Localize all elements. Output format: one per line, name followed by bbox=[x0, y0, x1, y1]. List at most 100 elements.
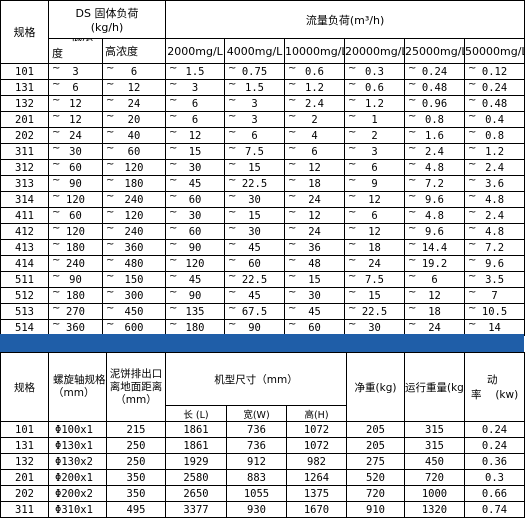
value-text: 150 bbox=[124, 273, 144, 286]
value-text: 15 bbox=[308, 273, 321, 286]
value-cell: ~3.6 bbox=[464, 175, 525, 192]
value-cell: ~0.96 bbox=[404, 95, 466, 112]
value-text: 0.3 bbox=[365, 65, 384, 78]
value-text: 360 bbox=[124, 241, 144, 254]
tilde-mark: ~ bbox=[106, 95, 115, 106]
table-row: 313 ~90 ~180 ~45 ~22.5 ~18 ~9 ~7.2 ~3.6 bbox=[0, 175, 525, 192]
tilde-mark: ~ bbox=[228, 319, 237, 330]
screw-cell: Φ130x2 bbox=[48, 453, 107, 470]
value-cell: ~30 bbox=[165, 159, 226, 176]
value-cell: ~0.8 bbox=[464, 127, 525, 144]
value-cell: ~2.4 bbox=[404, 143, 466, 160]
value-cell: ~22.5 bbox=[224, 175, 286, 192]
tilde-mark: ~ bbox=[408, 239, 417, 250]
length-cell: 1861 bbox=[165, 421, 227, 438]
value-text: 2 bbox=[371, 129, 378, 142]
outlet-cell: 250 bbox=[106, 453, 166, 470]
value-text: 18 bbox=[308, 177, 321, 190]
conc-header: 20000mg/L bbox=[344, 38, 406, 64]
value-cell: ~45 bbox=[284, 303, 346, 320]
value-cell: ~480 bbox=[101, 255, 167, 272]
tilde-mark: ~ bbox=[348, 79, 357, 90]
value-text: 0.8 bbox=[485, 129, 505, 142]
value-text: 6 bbox=[371, 161, 378, 174]
value-text: 120 bbox=[66, 225, 85, 238]
power-cell: 0.24 bbox=[464, 421, 525, 438]
value-cell: ~30 bbox=[165, 207, 226, 224]
value-text: 0.24 bbox=[481, 81, 508, 94]
value-text: 24 bbox=[69, 129, 82, 142]
value-text: 6 bbox=[191, 113, 199, 126]
tilde-mark: ~ bbox=[288, 271, 297, 282]
value-text: 3 bbox=[191, 81, 199, 94]
tilde-mark: ~ bbox=[348, 287, 357, 298]
value-text: 14.4 bbox=[421, 241, 448, 254]
value-text: 30 bbox=[248, 193, 261, 206]
table-row: 411 ~60 ~120 ~30 ~15 ~12 ~6 ~4.8 ~2.4 bbox=[0, 207, 525, 224]
net-weight-cell: 520 bbox=[346, 469, 405, 486]
tilde-mark: ~ bbox=[228, 191, 237, 202]
height-cell: 1264 bbox=[286, 469, 347, 486]
spec-cell: 202 bbox=[0, 485, 49, 502]
spec-cell: 101 bbox=[0, 63, 49, 80]
value-text: 45 bbox=[308, 305, 321, 318]
value-text: 14 bbox=[488, 321, 501, 334]
value-text: 4.8 bbox=[485, 225, 505, 238]
value-cell: ~2.4 bbox=[464, 207, 525, 224]
tilde-mark: ~ bbox=[348, 271, 357, 282]
tilde-mark: ~ bbox=[228, 143, 237, 154]
table-row: 314 ~120 ~240 ~60 ~30 ~24 ~12 ~9.6 ~4.8 bbox=[0, 191, 525, 208]
tilde-mark: ~ bbox=[288, 95, 297, 106]
value-cell: ~24 bbox=[48, 127, 103, 144]
value-text: 3 bbox=[251, 97, 258, 110]
value-text: 1.5 bbox=[245, 81, 264, 94]
value-text: 450 bbox=[124, 305, 144, 318]
value-cell: ~7 bbox=[464, 287, 525, 304]
value-cell: ~2 bbox=[344, 127, 406, 144]
tilde-mark: ~ bbox=[348, 223, 357, 234]
value-cell: ~12 bbox=[284, 159, 346, 176]
value-text: 3.5 bbox=[485, 273, 505, 286]
value-cell: ~18 bbox=[284, 175, 346, 192]
value-cell: ~60 bbox=[48, 207, 103, 224]
value-cell: ~1.2 bbox=[344, 95, 406, 112]
value-cell: ~240 bbox=[101, 223, 167, 240]
tilde-mark: ~ bbox=[408, 271, 417, 282]
spec-cell: 132 bbox=[0, 453, 49, 470]
tilde-mark: ~ bbox=[408, 255, 417, 266]
tilde-mark: ~ bbox=[52, 127, 61, 138]
value-cell: ~60 bbox=[48, 159, 103, 176]
value-cell: ~6 bbox=[165, 95, 226, 112]
value-cell: ~20 bbox=[101, 111, 167, 128]
tilde-mark: ~ bbox=[228, 255, 237, 266]
ds-unit: (kg/h) bbox=[90, 21, 124, 34]
tilde-mark: ~ bbox=[228, 111, 237, 122]
tilde-mark: ~ bbox=[288, 143, 297, 154]
value-cell: ~45 bbox=[224, 287, 286, 304]
value-cell: ~1.2 bbox=[464, 143, 525, 160]
tilde-mark: ~ bbox=[169, 79, 178, 90]
tilde-mark: ~ bbox=[52, 319, 61, 330]
value-text: 120 bbox=[124, 209, 144, 222]
table-row: 131 ~6 ~12 ~3 ~1.5 ~1.2 ~0.6 ~0.48 ~0.24 bbox=[0, 79, 525, 96]
value-cell: ~15 bbox=[165, 143, 226, 160]
tilde-mark: ~ bbox=[408, 159, 417, 170]
value-cell: ~7.5 bbox=[224, 143, 286, 160]
conc-header: 10000mg/L bbox=[284, 38, 346, 64]
tilde-mark: ~ bbox=[408, 303, 417, 314]
conc-header: 25000mg/L bbox=[404, 38, 466, 64]
value-cell: ~60 bbox=[165, 191, 226, 208]
conc-header: 50000mg/L bbox=[464, 38, 525, 64]
value-cell: ~3 bbox=[224, 111, 286, 128]
value-text: 0.12 bbox=[481, 65, 508, 78]
outlet-cell: 495 bbox=[106, 501, 166, 518]
tilde-mark: ~ bbox=[468, 143, 477, 154]
value-text: 60 bbox=[248, 257, 261, 270]
value-cell: ~3 bbox=[224, 95, 286, 112]
value-text: 22.5 bbox=[241, 177, 268, 190]
table-row: 311 ~30 ~60 ~15 ~7.5 ~6 ~3 ~2.4 ~1.2 bbox=[0, 143, 525, 160]
value-text: 30 bbox=[188, 161, 202, 174]
value-cell: ~4.8 bbox=[404, 159, 466, 176]
value-text: 20 bbox=[127, 113, 141, 126]
tilde-mark: ~ bbox=[468, 79, 477, 90]
